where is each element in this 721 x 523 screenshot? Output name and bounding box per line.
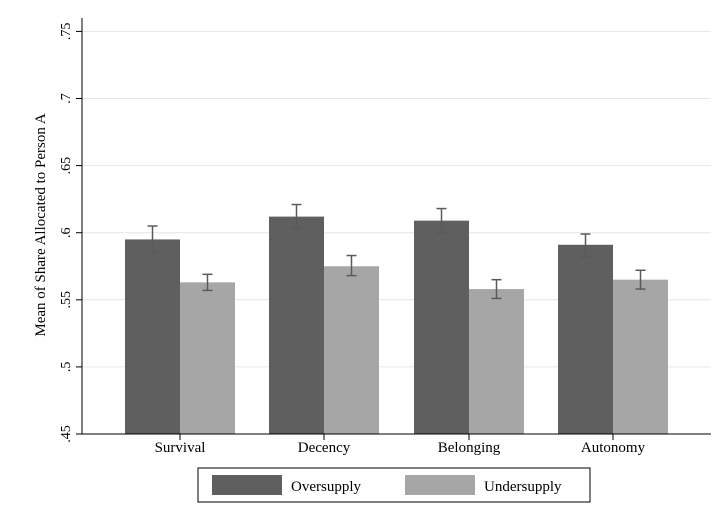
y-tick-label: .6 — [59, 227, 74, 238]
bar-oversupply-survival — [125, 239, 180, 434]
legend-label-undersupply: Undersupply — [484, 479, 562, 495]
bar-undersupply-survival — [180, 282, 235, 434]
legend-swatch-undersupply — [405, 475, 475, 495]
bar-oversupply-decency — [269, 216, 324, 434]
x-category-label: Autonomy — [581, 440, 646, 456]
bar-oversupply-autonomy — [558, 244, 613, 434]
y-tick-label: .65 — [59, 157, 74, 175]
y-tick-label: .75 — [59, 23, 74, 41]
error-bars — [147, 203, 646, 300]
bar-undersupply-decency — [324, 266, 379, 434]
bar-oversupply-belonging — [414, 220, 469, 434]
y-tick-label: .55 — [59, 291, 74, 309]
y-axis-title: Mean of Share Allocated to Person A — [33, 113, 49, 336]
legend: Oversupply Undersupply — [197, 467, 591, 503]
y-tick-label: .45 — [59, 425, 74, 443]
axes: .45 .5 .55 .6 .65 .7 .75 Survival Decency Belongi… — [59, 18, 711, 456]
x-category-label: Survival — [155, 440, 206, 456]
legend-label-oversupply: Oversupply — [291, 479, 361, 495]
bar-undersupply-autonomy — [613, 279, 668, 434]
legend-swatch-oversupply — [212, 475, 282, 495]
y-tick-label: .5 — [59, 362, 74, 373]
y-tick-label: .7 — [59, 93, 74, 104]
x-category-label: Decency — [298, 440, 351, 456]
x-category-label: Belonging — [438, 440, 501, 456]
bar-undersupply-belonging — [469, 289, 524, 434]
bars — [125, 216, 668, 434]
